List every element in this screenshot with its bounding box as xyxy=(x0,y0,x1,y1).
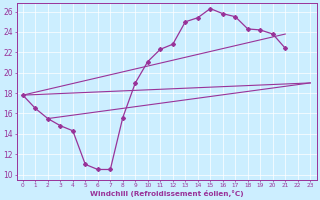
X-axis label: Windchill (Refroidissement éolien,°C): Windchill (Refroidissement éolien,°C) xyxy=(90,190,244,197)
